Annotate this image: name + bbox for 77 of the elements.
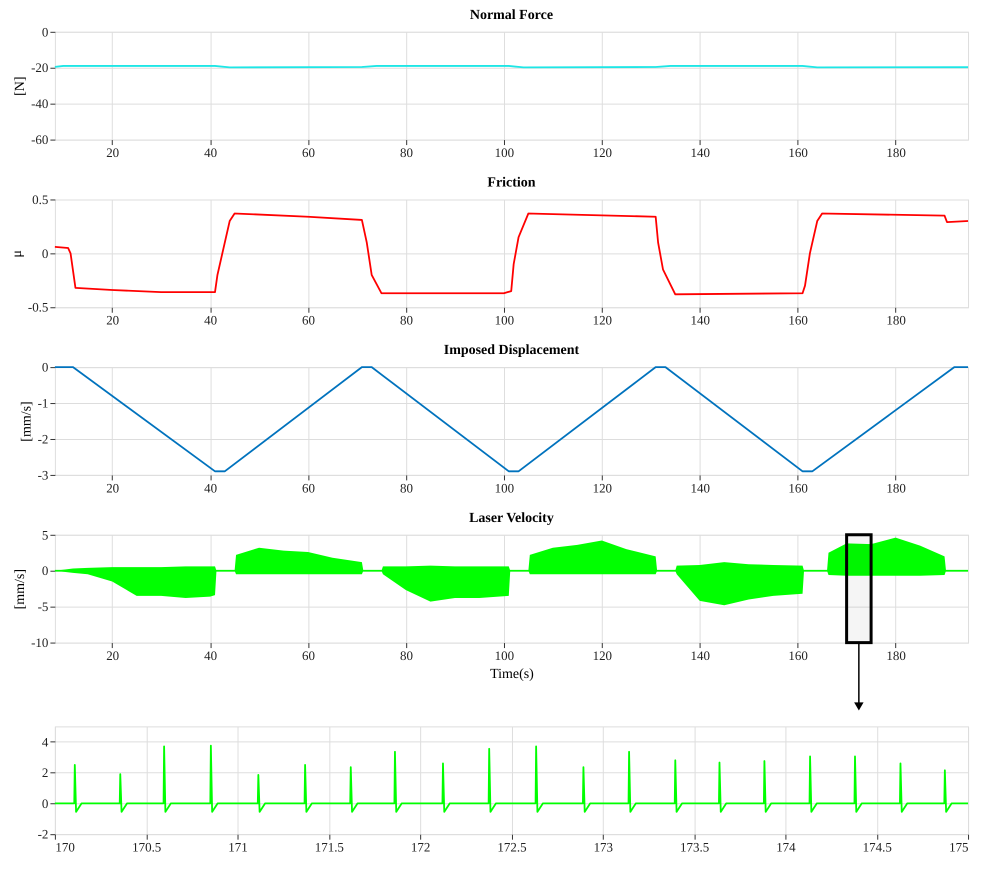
x-tick-label: 140 [690,145,710,160]
x-tick-label: 60 [302,312,316,328]
x-tick-label: 40 [204,312,218,328]
x-tick-label: 120 [592,648,612,664]
x-tick-label: 40 [204,648,218,664]
y-tick-label: -2 [38,431,48,446]
y-tick-label: -1 [38,396,48,411]
x-tick-label: 140 [690,312,710,328]
x-tick-label: 120 [592,312,612,328]
x-tick-label: 100 [494,480,514,496]
x-tick-label: 40 [204,145,218,160]
x-tick-label: 173.5 [680,840,710,855]
y-tick-label: -2 [38,826,48,842]
x-tick-label: 140 [690,480,710,496]
x-tick-label: 40 [204,480,218,496]
y-tick-label: 0 [42,246,48,261]
x-tick-label: 174 [776,840,796,855]
x-tick-label: 60 [302,145,316,160]
x-tick-label: 20 [106,145,120,160]
line-series [54,744,969,813]
x-tick-label: 20 [106,312,120,328]
y-axis-title: [mm/s] [20,401,35,442]
line-series [54,212,969,296]
y-tick-label: 0 [42,563,48,578]
x-tick-label: 20 [106,648,120,664]
x-tick-label: 80 [400,312,413,328]
y-tick-label: 4 [42,734,49,750]
chart-title: Normal Force [470,8,554,23]
x-tick-label: 160 [788,145,808,160]
y-tick-label: 0.5 [32,192,48,207]
x-tick-label: 60 [302,480,316,496]
y-tick-label: -60 [31,132,48,148]
x-tick-label: 172.5 [497,840,527,855]
y-tick-label: -10 [31,635,48,650]
x-tick-label: 170 [55,840,75,855]
y-tick-label: -40 [31,96,48,112]
x-tick-label: 180 [886,312,906,328]
x-tick-label: 120 [592,145,612,160]
y-tick-label: 0 [42,24,48,40]
x-tick-label: 60 [302,648,316,664]
y-axis-title: μ [10,250,25,258]
x-tick-label: 140 [690,648,710,664]
x-tick-label: 80 [400,648,413,664]
x-tick-label: 173 [594,840,614,855]
y-tick-label: -0.5 [28,300,48,315]
x-tick-label: 172 [410,840,430,855]
y-tick-label: -3 [38,467,48,482]
x-tick-label: 170.5 [132,840,162,855]
x-tick-label: 80 [400,480,413,496]
x-tick-label: 180 [886,145,906,160]
x-tick-label: 180 [886,480,906,496]
x-tick-label: 100 [494,312,514,328]
y-axis-title: [mm/s] [13,569,28,610]
y-tick-label: -20 [31,60,48,76]
x-tick-label: 160 [788,312,808,328]
x-tick-label: 160 [788,480,808,496]
y-tick-label: 2 [42,765,48,780]
x-tick-label: 171.5 [314,840,344,855]
x-tick-label: 100 [494,648,514,664]
x-tick-label: 160 [788,648,808,664]
y-tick-label: 0 [42,360,48,375]
x-axis-title: Time(s) [490,667,534,682]
x-tick-label: 120 [592,480,612,496]
y-tick-label: 0 [42,796,48,811]
x-tick-label: 80 [400,145,413,160]
chart-title: Laser Velocity [469,510,554,526]
x-tick-label: 180 [886,648,906,664]
chart-title: Friction [487,175,536,190]
y-tick-label: -5 [38,599,48,614]
y-tick-label: 5 [42,527,48,542]
x-tick-label: 174.5 [862,840,892,855]
x-tick-label: 171 [228,840,248,855]
chart-title: Imposed Displacement [444,343,580,358]
x-tick-label: 175 [949,840,969,855]
x-tick-label: 20 [106,480,120,496]
x-tick-label: 100 [494,145,514,160]
y-axis-title: [N] [13,76,28,96]
